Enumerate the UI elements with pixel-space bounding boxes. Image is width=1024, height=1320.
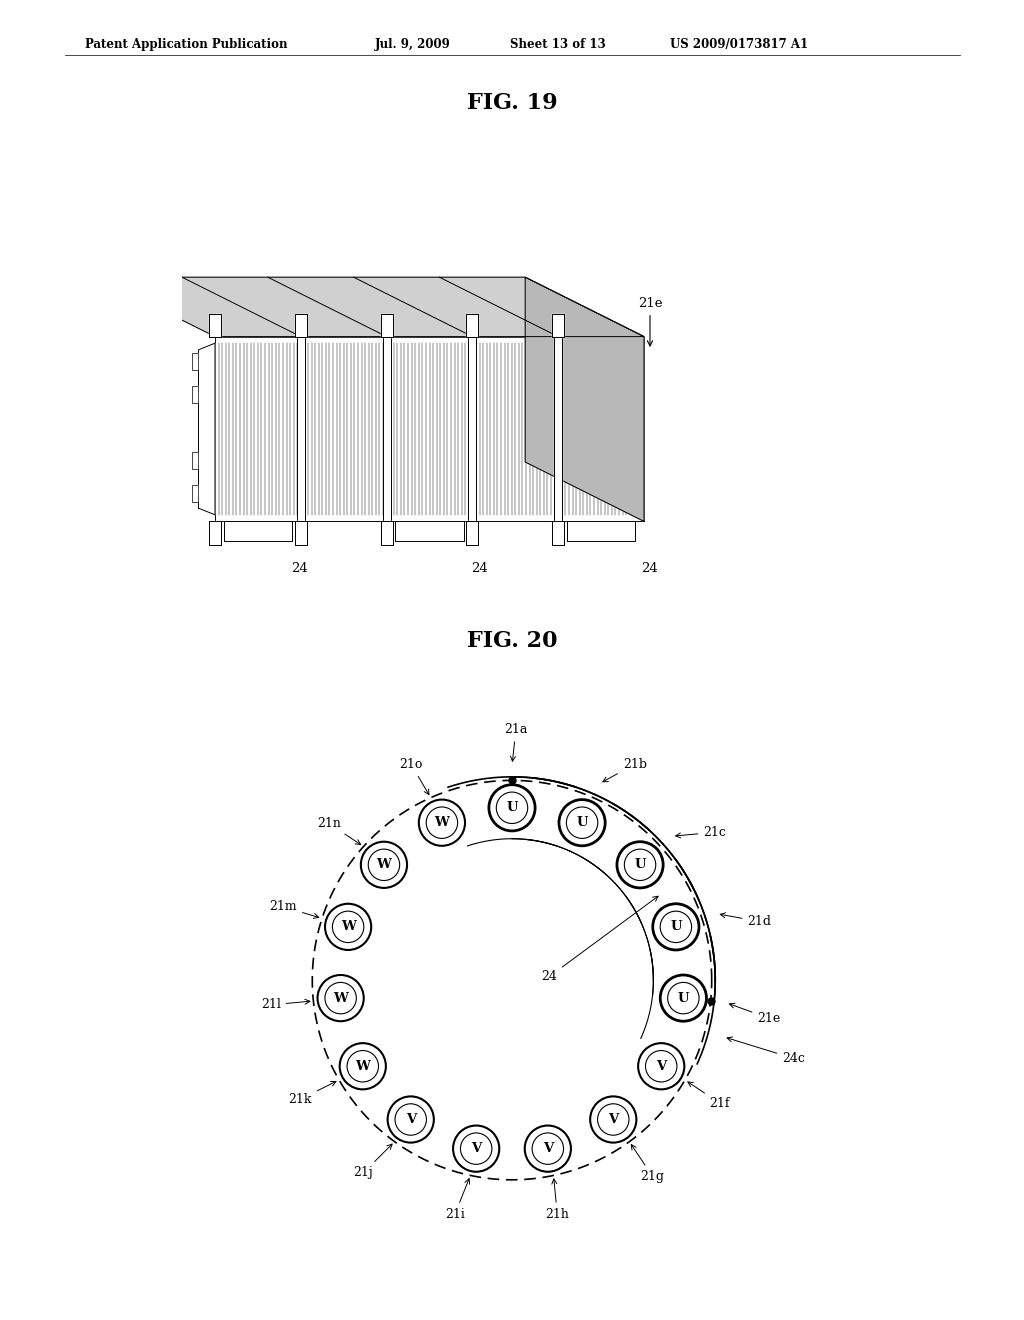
Circle shape [453,1126,500,1172]
Polygon shape [199,343,215,515]
Polygon shape [525,277,644,521]
Text: 21i: 21i [445,1179,470,1221]
Text: 21c: 21c [473,297,497,346]
Text: 21a: 21a [504,723,527,762]
Text: 21c: 21c [676,826,726,838]
Text: W: W [341,920,355,933]
Polygon shape [295,314,307,337]
Circle shape [616,842,664,888]
Polygon shape [191,354,199,370]
Polygon shape [387,337,472,521]
Polygon shape [297,337,305,521]
Circle shape [524,1126,571,1172]
Polygon shape [301,337,387,521]
Circle shape [652,904,699,950]
Polygon shape [468,337,476,521]
Circle shape [590,1097,636,1143]
Polygon shape [552,521,564,544]
Text: FIG. 20: FIG. 20 [467,630,557,652]
Text: 24c: 24c [727,1038,805,1065]
Polygon shape [191,385,199,403]
Text: U: U [670,920,682,933]
Text: W: W [377,858,391,871]
Text: U: U [506,801,518,814]
Circle shape [559,800,605,846]
Text: 21f: 21f [688,1082,730,1110]
Text: 21m: 21m [269,900,318,919]
Polygon shape [209,314,221,337]
Text: 21d: 21d [552,315,578,356]
Text: 21a: 21a [283,297,307,346]
Text: 21e: 21e [638,297,663,346]
Text: 21b: 21b [357,315,383,356]
Polygon shape [381,314,392,337]
Text: 21h: 21h [546,1179,569,1221]
Text: Sheet 13 of 13: Sheet 13 of 13 [510,38,606,51]
Polygon shape [295,521,307,544]
Text: U: U [678,991,689,1005]
Polygon shape [191,486,199,502]
Text: V: V [406,1113,416,1126]
Text: 21j: 21j [353,1144,392,1179]
Polygon shape [223,521,292,541]
Circle shape [360,842,408,888]
Polygon shape [558,337,644,521]
Text: V: V [608,1113,618,1126]
Text: 21o: 21o [399,758,429,795]
Text: 24: 24 [542,896,658,983]
Text: W: W [434,816,450,829]
Text: FIG. 19: FIG. 19 [467,92,557,114]
Circle shape [317,975,364,1022]
Polygon shape [215,337,301,521]
Text: 21k: 21k [289,1081,336,1106]
Polygon shape [381,521,392,544]
Circle shape [419,800,465,846]
Polygon shape [472,337,558,521]
Text: US 2009/0173817 A1: US 2009/0173817 A1 [670,38,808,51]
Text: W: W [333,991,348,1005]
Text: V: V [471,1142,481,1155]
Polygon shape [554,337,562,521]
Text: 24: 24 [292,562,308,576]
Polygon shape [191,451,199,469]
Text: V: V [543,1142,553,1155]
Text: W: W [355,1060,371,1073]
Text: Patent Application Publication: Patent Application Publication [85,38,288,51]
Text: 21l: 21l [261,998,310,1011]
Text: U: U [634,858,646,871]
Text: 24: 24 [642,562,658,576]
Polygon shape [395,521,464,541]
Polygon shape [96,277,644,337]
Circle shape [488,784,536,830]
Circle shape [325,904,372,950]
Text: 21e: 21e [729,1003,780,1024]
Polygon shape [383,337,390,521]
Circle shape [660,975,707,1022]
Text: 21b: 21b [603,758,647,781]
Text: Jul. 9, 2009: Jul. 9, 2009 [375,38,451,51]
Text: 24: 24 [472,562,488,576]
Circle shape [340,1043,386,1089]
Polygon shape [552,314,564,337]
Polygon shape [467,521,478,544]
Polygon shape [467,314,478,337]
Polygon shape [566,521,636,541]
Text: U: U [577,816,588,829]
Text: 21g: 21g [632,1144,665,1183]
Text: V: V [656,1060,667,1073]
Text: 21n: 21n [316,817,360,845]
Polygon shape [209,521,221,544]
Circle shape [638,1043,684,1089]
Circle shape [388,1097,434,1143]
Text: 21d: 21d [720,913,771,928]
